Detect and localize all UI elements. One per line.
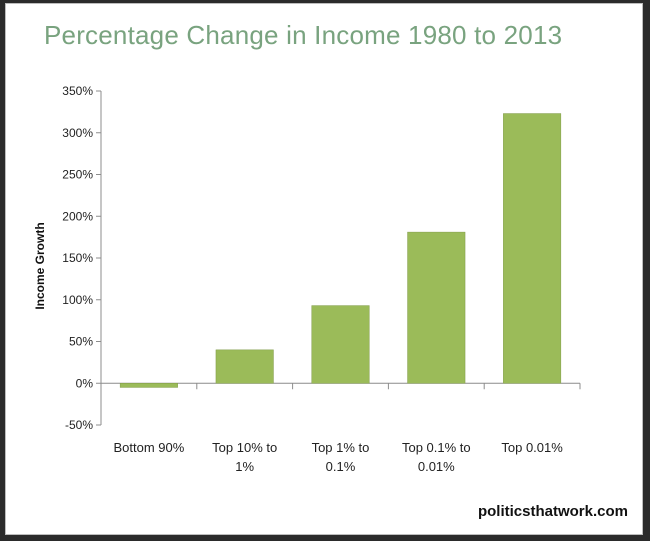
x-category-label: Top 0.01% <box>501 440 563 455</box>
y-tick-label: 50% <box>69 335 93 349</box>
x-category-label: Top 10% to <box>212 440 277 455</box>
bar <box>119 383 178 388</box>
x-category-label: Top 1% to <box>312 440 370 455</box>
y-tick-label: 250% <box>62 168 93 182</box>
x-category-label: Top 0.1% to <box>402 440 471 455</box>
bar <box>215 349 274 384</box>
bar <box>503 113 562 384</box>
y-tick-label: 350% <box>62 84 93 98</box>
y-axis-title: Income Growth <box>33 222 47 309</box>
x-category-label: 1% <box>235 459 254 474</box>
y-tick-label: 100% <box>62 293 93 307</box>
x-category-label: Bottom 90% <box>113 440 184 455</box>
y-tick-label: 150% <box>62 251 93 265</box>
bar <box>311 305 370 384</box>
x-category-label: 0.01% <box>418 459 455 474</box>
y-tick-label: 0% <box>76 376 94 390</box>
y-tick-label: 300% <box>62 126 93 140</box>
source-footer: politicsthatwork.com <box>477 503 628 520</box>
y-tick-label: 200% <box>62 209 93 223</box>
y-tick-label: -50% <box>65 418 93 432</box>
bar <box>407 231 466 384</box>
x-category-label: 0.1% <box>326 459 356 474</box>
chart-title: Percentage Change in Income 1980 to 2013 <box>44 20 563 50</box>
